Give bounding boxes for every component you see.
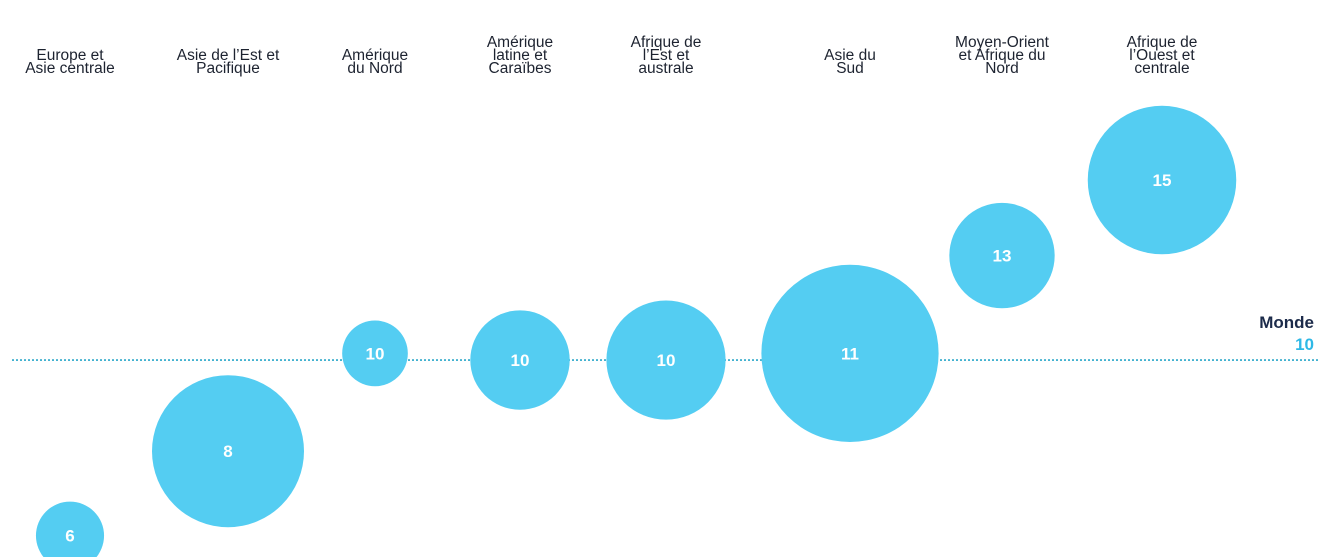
bubble-value-label: 10 xyxy=(511,351,530,370)
bubble-circle xyxy=(761,264,939,443)
bubble-value-label: 11 xyxy=(841,344,859,363)
bubble: 11 xyxy=(761,264,939,443)
category-label-line: Caraïbes xyxy=(489,60,552,77)
category-label: Amérique du Nord xyxy=(342,47,408,77)
bubble: 10 xyxy=(342,320,408,387)
bubble-value-label: 10 xyxy=(657,351,676,370)
category-label-line: Amérique xyxy=(342,47,408,64)
bubble-value-label: 15 xyxy=(1153,171,1172,190)
category-label: Afrique de l’Ouest et centrale xyxy=(1127,34,1198,77)
category-label-line: Afrique de xyxy=(1127,34,1198,51)
category-label: Asie de l’Est et Pacifique xyxy=(177,47,280,77)
category-label-line: latine et xyxy=(493,47,548,64)
category-label-line: australe xyxy=(638,60,693,77)
bubble-value-label: 13 xyxy=(993,247,1012,266)
category-labels: Europe et Asie centrale Asie de l’Est et Pa… xyxy=(25,34,1197,77)
category-label-line: Asie centrale xyxy=(25,60,115,77)
category-label-line: centrale xyxy=(1134,60,1189,77)
bubble-circle xyxy=(606,300,726,420)
bubble-value-label: 10 xyxy=(366,344,385,363)
bubble-value-label: 6 xyxy=(65,527,74,546)
bubble-circle xyxy=(35,501,105,557)
bubble-circle xyxy=(470,310,570,410)
category-label-line: Europe et xyxy=(36,47,104,64)
category-label: Afrique de l’Est et australe xyxy=(631,34,702,77)
category-label: Amérique latine et Caraïbes xyxy=(487,34,553,77)
bubble: 8 xyxy=(152,375,304,528)
bubble: 6 xyxy=(35,501,105,557)
category-label: Moyen-Orient et Afrique du Nord xyxy=(955,34,1050,77)
category-label-line: Sud xyxy=(836,60,864,77)
reference-value: 10 xyxy=(1295,335,1314,354)
category-label-line: Amérique xyxy=(487,34,553,51)
bubble-value-label: 8 xyxy=(223,442,232,461)
bubble: 10 xyxy=(606,300,726,420)
category-label-line: Asie de l’Est et xyxy=(177,47,280,64)
bubble: 15 xyxy=(1087,105,1237,255)
category-label-line: l’Ouest et xyxy=(1129,47,1195,64)
category-label: Asie du Sud xyxy=(824,47,876,77)
bubbles: 6 8 10 10 10 11 13 15 xyxy=(35,105,1237,557)
category-label-line: Nord xyxy=(985,60,1019,77)
category-label-line: Asie du xyxy=(824,47,876,64)
reference-name: Monde xyxy=(1259,313,1314,332)
category-label-line: Afrique de xyxy=(631,34,702,51)
bubble: 13 xyxy=(949,202,1055,309)
bubble-circle xyxy=(342,320,408,387)
category-label-line: du Nord xyxy=(347,60,402,77)
category-label-line: Moyen-Orient xyxy=(955,34,1050,51)
category-label: Europe et Asie centrale xyxy=(25,47,115,77)
category-label-line: l’Est et xyxy=(643,47,690,64)
category-label-line: et Afrique du xyxy=(958,47,1045,64)
bubble-circle xyxy=(152,375,304,528)
bubble: 10 xyxy=(470,310,570,410)
bubble-circle xyxy=(949,202,1055,309)
category-label-line: Pacifique xyxy=(196,60,260,77)
bubble-circle xyxy=(1087,105,1237,255)
